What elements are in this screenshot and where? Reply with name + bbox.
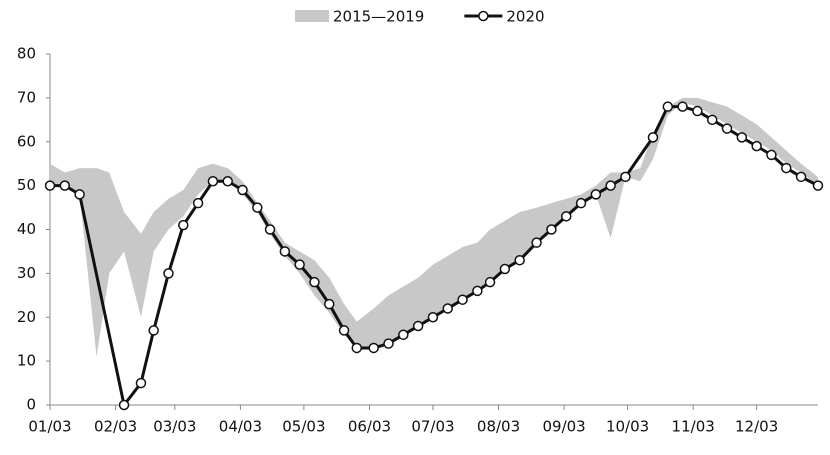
y-tick-label: 0	[26, 396, 36, 414]
point	[44, 180, 56, 191]
point	[207, 175, 219, 187]
point	[484, 276, 496, 288]
y-tick-label: 30	[17, 264, 36, 282]
point	[662, 101, 674, 112]
point	[178, 219, 189, 231]
point	[590, 189, 602, 200]
point	[514, 254, 525, 266]
point	[324, 298, 335, 310]
legend-label: 2015—2019	[333, 8, 424, 26]
y-tick-label: 70	[17, 88, 36, 106]
point	[647, 132, 659, 143]
point	[412, 320, 424, 332]
y-tick-label: 20	[17, 308, 36, 326]
point	[692, 105, 703, 117]
point	[706, 114, 718, 126]
x-tick-label: 11/03	[672, 418, 715, 436]
point	[605, 180, 616, 191]
point	[383, 338, 394, 349]
point	[457, 294, 468, 305]
x-tick-label: 09/03	[542, 418, 585, 436]
y-tick-label: 10	[17, 352, 36, 370]
point	[398, 329, 409, 341]
x-tick-label: 12/03	[735, 418, 778, 436]
point	[192, 197, 204, 209]
point	[163, 268, 174, 279]
legend-label: 2020	[506, 8, 544, 26]
x-tick-label: 07/03	[411, 418, 454, 436]
point	[351, 342, 363, 354]
x-tick-label: 05/03	[282, 418, 325, 436]
x-tick-label: 01/03	[28, 418, 71, 436]
point	[620, 171, 631, 183]
point	[472, 285, 483, 297]
point	[222, 175, 233, 187]
point	[677, 101, 688, 112]
x-tick-label: 10/03	[606, 418, 649, 436]
x-tick-label: 04/03	[219, 418, 262, 436]
point	[560, 211, 572, 222]
point	[499, 263, 511, 275]
point	[575, 197, 587, 209]
point	[751, 140, 762, 152]
point	[135, 377, 147, 389]
x-tick-label: 02/03	[94, 418, 137, 436]
point	[279, 246, 291, 257]
point	[795, 171, 807, 183]
point	[338, 325, 350, 336]
point	[264, 224, 276, 235]
range-band	[50, 97, 818, 357]
point	[736, 132, 748, 143]
point	[766, 149, 777, 161]
x-tick-label: 03/03	[153, 418, 196, 436]
legend-swatch	[295, 10, 329, 22]
point	[294, 259, 305, 270]
point	[531, 237, 542, 248]
legend-marker	[478, 10, 489, 22]
point	[74, 189, 85, 200]
point	[721, 123, 733, 134]
point	[546, 224, 557, 235]
x-tick-label: 06/03	[348, 418, 391, 436]
point	[781, 162, 792, 174]
point	[368, 342, 379, 354]
y-tick-label: 50	[17, 176, 36, 194]
point	[59, 180, 71, 191]
point	[118, 399, 130, 411]
line	[50, 105, 819, 407]
point	[427, 312, 439, 323]
point	[812, 180, 824, 191]
y-tick-label: 60	[17, 132, 36, 150]
x-tick-label: 08/03	[477, 418, 520, 436]
y-tick-label: 40	[17, 220, 36, 238]
y-tick-label: 80	[17, 45, 36, 63]
point	[237, 184, 248, 196]
point	[148, 325, 159, 336]
point	[252, 202, 263, 213]
point	[309, 276, 320, 288]
point	[442, 303, 454, 314]
